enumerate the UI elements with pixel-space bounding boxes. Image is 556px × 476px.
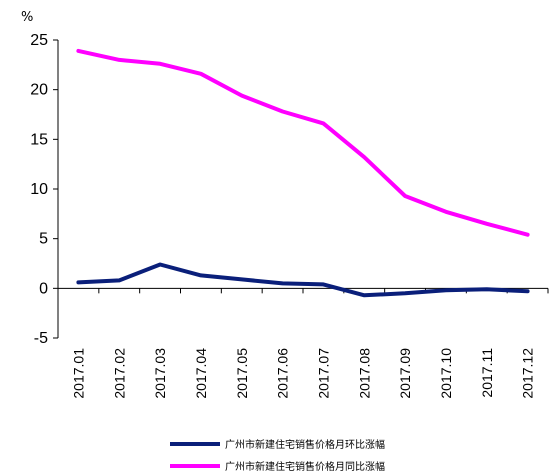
x-tick-label: 2017.02 — [111, 348, 127, 399]
y-tick-label: 10 — [30, 181, 48, 198]
x-tick-label: 2017.01 — [70, 348, 86, 399]
series-line-2 — [76, 48, 530, 237]
x-tick-label: 2017.05 — [234, 348, 250, 399]
legend-label-2: 广州市新建住宅销售价格月同比涨幅 — [225, 460, 385, 473]
x-tick-label: 2017.03 — [152, 348, 168, 399]
legend-label-1: 广州市新建住宅销售价格月环比涨幅 — [225, 438, 385, 451]
x-tick-label: 2017.07 — [315, 348, 331, 399]
y-tick-label: 20 — [30, 82, 48, 99]
x-tick-label: 2017.08 — [356, 348, 372, 399]
y-tick-labels: -5 0 5 10 15 20 25 — [30, 32, 58, 347]
series-line-1 — [76, 262, 530, 298]
y-tick-label: 0 — [39, 280, 48, 297]
y-axis-unit: % — [21, 10, 33, 25]
x-tick-label: 2017.12 — [520, 348, 536, 399]
y-tick-label: 5 — [39, 231, 48, 248]
y-tick-label: 15 — [30, 131, 48, 148]
x-tick-label: 2017.04 — [193, 348, 209, 399]
x-tick-label: 2017.11 — [479, 348, 495, 398]
series-lines — [76, 48, 530, 298]
y-tick-label: -5 — [34, 330, 48, 347]
y-tick-label: 25 — [30, 32, 48, 49]
x-tick-label: 2017.09 — [397, 348, 413, 399]
x-tick-label: 2017.06 — [275, 348, 291, 399]
x-tick-labels: 2017.01 2017.02 2017.03 2017.04 2017.05 2017.… — [57, 288, 549, 399]
x-tick-label: 2017.10 — [438, 348, 454, 399]
